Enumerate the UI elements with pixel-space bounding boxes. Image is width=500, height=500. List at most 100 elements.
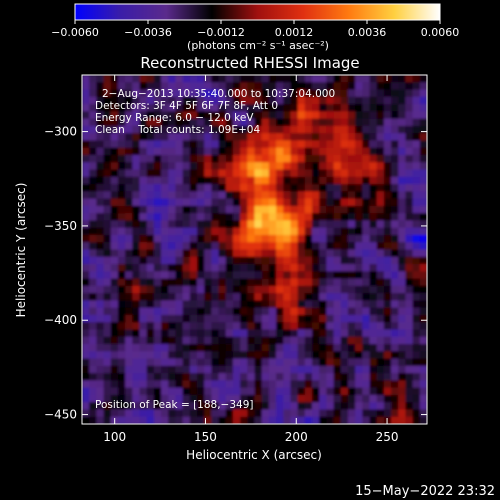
heatmap-cell: [340, 198, 349, 207]
heatmap-cell: [376, 147, 385, 156]
heatmap-cell: [240, 184, 248, 192]
heatmap-cell: [225, 213, 234, 222]
heatmap-cell: [175, 278, 184, 287]
heatmap-cell: [240, 111, 248, 120]
heatmap-cell: [333, 133, 342, 142]
heatmap-cell: [398, 365, 407, 374]
heatmap-cell: [369, 394, 378, 403]
heatmap-cell: [297, 169, 306, 178]
heatmap-cell: [110, 336, 119, 345]
heatmap-cell: [268, 387, 277, 396]
heatmap-cell: [96, 191, 105, 200]
heatmap-cell: [225, 336, 234, 345]
heatmap-cell: [161, 264, 169, 272]
heatmap-cell: [419, 140, 427, 149]
heatmap-cell: [139, 358, 148, 367]
colorbar-gradient: [75, 4, 440, 20]
heatmap-cell: [290, 344, 299, 352]
heatmap-cell: [232, 365, 241, 374]
heatmap-cell: [89, 96, 97, 105]
heatmap-cell: [254, 278, 263, 287]
heatmap-cell: [362, 184, 371, 192]
heatmap-cell: [161, 154, 169, 163]
heatmap-cell: [412, 307, 421, 316]
heatmap-cell: [197, 358, 205, 367]
heatmap-cell: [204, 140, 212, 149]
heatmap-cell: [89, 329, 97, 338]
heatmap-cell: [218, 198, 227, 207]
heatmap-cell: [182, 365, 191, 374]
heatmap-cell: [290, 96, 299, 105]
heatmap-cell: [168, 293, 177, 301]
heatmap-cell: [247, 125, 256, 134]
heatmap-cell: [419, 154, 427, 163]
heatmap-cell: [232, 322, 241, 331]
heatmap-cell: [340, 351, 349, 360]
heatmap-cell: [340, 154, 349, 163]
heatmap-cell: [110, 293, 119, 301]
heatmap-cell: [362, 118, 371, 127]
heatmap-cell: [175, 198, 184, 207]
heatmap-cell: [398, 344, 407, 352]
heatmap-cell: [398, 351, 407, 360]
heatmap-cell: [189, 227, 198, 236]
heatmap-cell: [276, 133, 284, 142]
heatmap-cell: [391, 314, 399, 323]
heatmap-cell: [405, 351, 414, 360]
heatmap-cell: [132, 213, 141, 222]
heatmap-cell: [247, 96, 256, 105]
heatmap-cell: [405, 184, 414, 192]
heatmap-cell: [240, 264, 248, 272]
heatmap-cell: [153, 380, 162, 389]
heatmap-cell: [110, 394, 119, 403]
heatmap-cell: [204, 125, 212, 134]
heatmap-cell: [319, 111, 327, 120]
heatmap-cell: [153, 322, 162, 331]
heatmap-cell: [82, 271, 90, 280]
heatmap-cell: [225, 416, 234, 424]
colorbar: −0.0060 −0.0036 −0.0012 0.0012 0.0036 0.0060 …: [51, 3, 459, 52]
heatmap-cell: [290, 351, 299, 360]
heatmap-cell: [383, 314, 392, 323]
heatmap-cell: [398, 234, 407, 243]
heatmap-cell: [96, 198, 105, 207]
heatmap-cell: [89, 234, 97, 243]
heatmap-cell: [153, 300, 162, 309]
heatmap-cell: [168, 220, 177, 229]
heatmap-cell: [304, 249, 313, 258]
heatmap-cell: [276, 191, 284, 200]
heatmap-cell: [412, 271, 421, 280]
heatmap-cell: [312, 191, 320, 200]
heatmap-cell: [347, 344, 356, 352]
heatmap-cell: [326, 118, 335, 127]
heatmap-cell: [89, 220, 97, 229]
heatmap-cell: [261, 264, 270, 272]
heatmap-cell: [175, 344, 184, 352]
heatmap-cell: [355, 213, 363, 222]
heatmap-cell: [132, 380, 141, 389]
heatmap-cell: [161, 409, 169, 418]
heatmap-cell: [290, 285, 299, 294]
heatmap-cell: [182, 213, 191, 222]
heatmap-cell: [261, 125, 270, 134]
heatmap-cell: [247, 314, 256, 323]
heatmap-cell: [103, 133, 112, 142]
heatmap-cell: [304, 322, 313, 331]
heatmap-cell: [319, 380, 327, 389]
heatmap-cell: [297, 111, 306, 120]
heatmap-cell: [117, 336, 126, 345]
heatmap-cell: [297, 82, 306, 91]
heatmap-cell: [247, 191, 256, 200]
heatmap-cell: [254, 82, 263, 91]
heatmap-cell: [391, 133, 399, 142]
heatmap-cell: [211, 322, 220, 331]
heatmap-cell: [333, 118, 342, 127]
heatmap-cell: [312, 264, 320, 272]
heatmap-cell: [362, 205, 371, 214]
heatmap-cell: [276, 169, 284, 178]
heatmap-cell: [355, 307, 363, 316]
heatmap-cell: [297, 133, 306, 142]
heatmap-cell: [125, 351, 133, 360]
heatmap-cell: [254, 394, 263, 403]
heatmap-cell: [376, 96, 385, 105]
